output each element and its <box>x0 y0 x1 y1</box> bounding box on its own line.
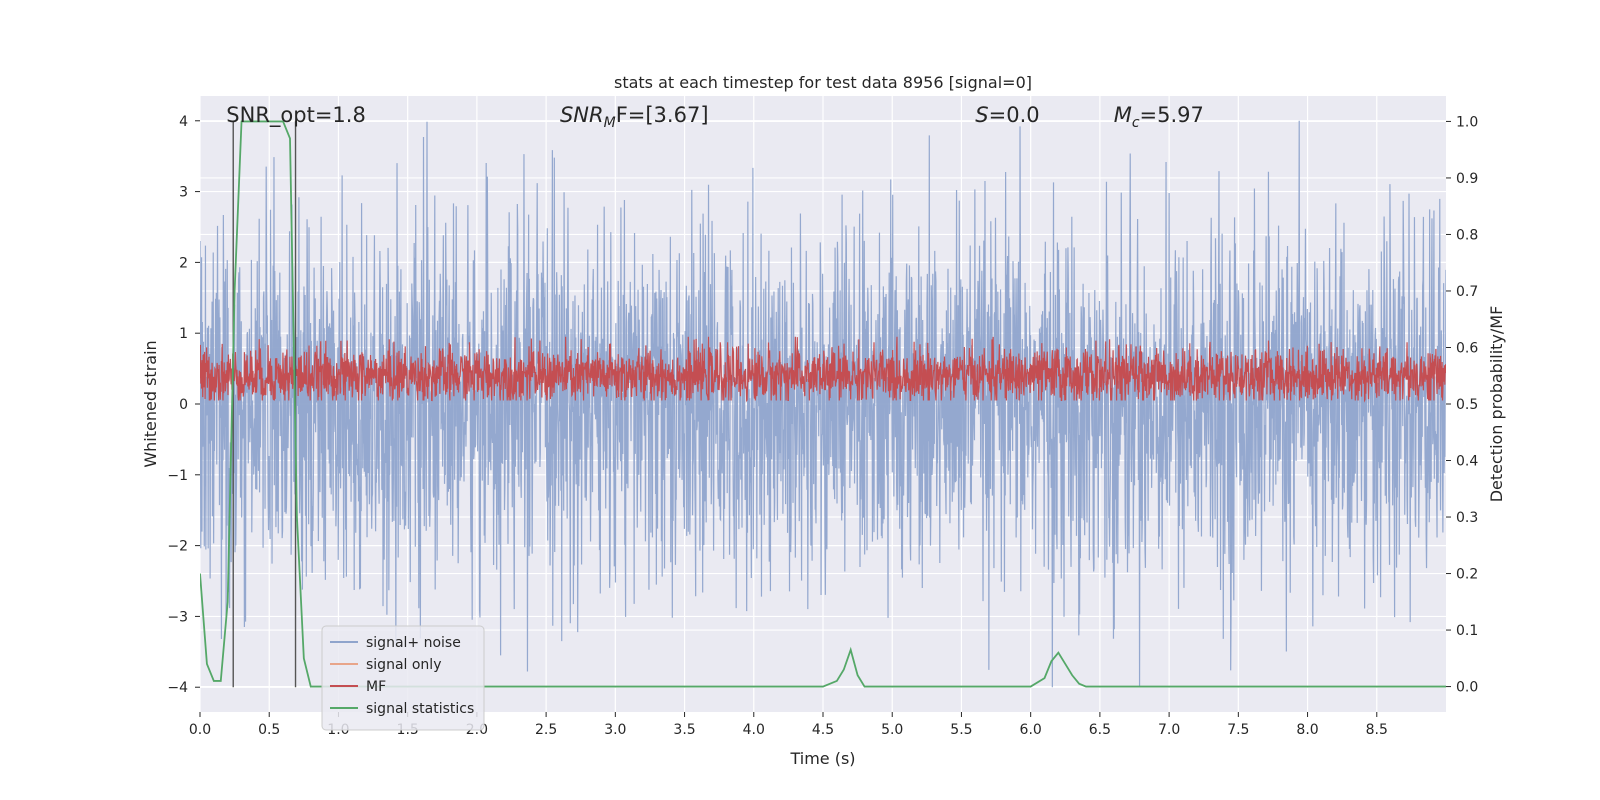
chart-title: stats at each timestep for test data 895… <box>614 73 1032 92</box>
x-tick-label: 0.5 <box>258 722 280 738</box>
legend-box <box>321 625 485 731</box>
x-tick-label: 3.5 <box>673 722 695 738</box>
y-tick-label: −3 <box>167 609 188 625</box>
series-signal-statistics-line <box>200 120 1446 688</box>
legend-label: signal only <box>366 657 441 673</box>
y2-tick-label: 0.7 <box>1456 284 1478 300</box>
annotation-text: S=0.0 <box>975 103 1039 127</box>
legend: signal+ noise signal only MF signal statist… <box>321 625 485 731</box>
y2-tick-label: 0.1 <box>1456 623 1478 639</box>
y-tick-label: −1 <box>167 468 188 484</box>
ticks: 0.00.51.01.52.02.53.03.54.04.55.05.56.06… <box>167 114 1478 738</box>
y2-axis-label: Detection probability/MF <box>1487 306 1506 503</box>
x-tick-label: 0.0 <box>189 722 211 738</box>
y2-tick-label: 0.2 <box>1456 567 1478 583</box>
x-tick-label: 3.0 <box>604 722 626 738</box>
y2-tick-label: 0.3 <box>1456 510 1478 526</box>
annotation-text: Mc=5.97 <box>1114 103 1204 131</box>
x-tick-label: 7.0 <box>1158 722 1180 738</box>
y2-tick-label: 0.5 <box>1456 397 1478 413</box>
series-layer <box>200 120 1446 688</box>
y2-tick-label: 0.4 <box>1456 454 1478 470</box>
series-signal-noise-line <box>200 120 1446 688</box>
annotation-text: SNR_opt=1.8 <box>226 103 366 128</box>
x-tick-label: 4.5 <box>812 722 834 738</box>
x-tick-label: 7.5 <box>1227 722 1249 738</box>
y2-tick-label: 1.0 <box>1456 114 1478 130</box>
x-tick-label: 8.5 <box>1366 722 1388 738</box>
x-axis-label: Time (s) <box>789 749 855 768</box>
y-tick-label: 3 <box>179 185 188 201</box>
x-tick-label: 6.0 <box>1020 722 1042 738</box>
x-tick-label: 2.5 <box>535 722 557 738</box>
x-tick-label: 8.0 <box>1296 722 1318 738</box>
y-tick-label: 4 <box>179 114 188 130</box>
y2-tick-label: 0.8 <box>1456 227 1478 243</box>
y-tick-label: 2 <box>179 255 188 271</box>
legend-label: MF <box>366 679 386 695</box>
x-tick-label: 5.0 <box>881 722 903 738</box>
y2-tick-label: 0.9 <box>1456 171 1478 187</box>
y-tick-label: −2 <box>167 539 188 555</box>
y-tick-label: 0 <box>179 397 188 413</box>
x-tick-label: 6.5 <box>1089 722 1111 738</box>
y2-tick-label: 0.0 <box>1456 680 1478 696</box>
y-axis-label: Whitened strain <box>141 340 160 467</box>
annotations: SNR_opt=1.8 SNRMF=[3.67] S=0.0 Mc=5.97 <box>226 103 1204 131</box>
x-tick-label: 5.5 <box>950 722 972 738</box>
legend-label: signal+ noise <box>366 635 461 651</box>
legend-label: signal statistics <box>366 701 474 717</box>
series-mf-line <box>200 336 1446 403</box>
y-tick-label: −4 <box>167 680 188 696</box>
x-tick-label: 4.0 <box>743 722 765 738</box>
y2-tick-label: 0.6 <box>1456 340 1478 356</box>
y-tick-label: 1 <box>179 326 188 342</box>
annotation-text: SNRMF=[3.67] <box>560 103 709 131</box>
